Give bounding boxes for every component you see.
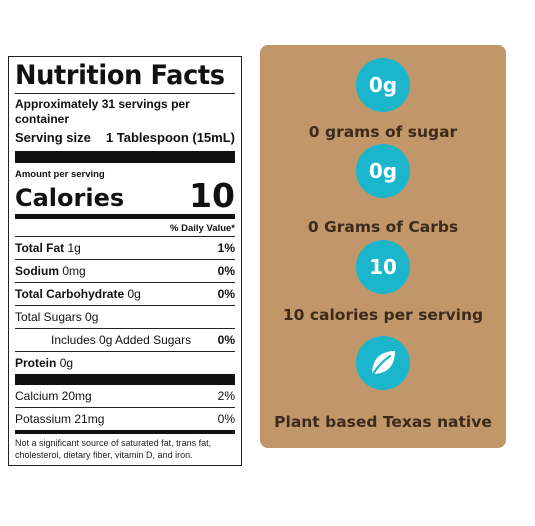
nutrient-row-added-sugars: Includes 0g Added Sugars 0%: [15, 328, 235, 351]
nutrient-name: Total Sugars 0g: [15, 310, 99, 324]
nutrient-row-sodium: Sodium 0mg 0%: [15, 259, 235, 282]
feature-text: Plant based Texas native: [274, 413, 492, 431]
nutrient-row-protein: Protein 0g: [15, 351, 235, 374]
nutrition-facts-label: Nutrition Facts Approximately 31 serving…: [8, 56, 242, 466]
feature-text: 10 calories per serving: [282, 306, 484, 324]
sugar-badge: 0g: [356, 58, 410, 112]
vitamin-name: Calcium 20mg: [15, 389, 92, 403]
calories-row: Calories 10: [15, 176, 235, 215]
feature-sugar: 0g 0 grams of sugar: [260, 58, 506, 142]
feature-plant-based: Plant based Texas native: [260, 336, 506, 432]
amount-per-serving-label: Amount per serving: [15, 169, 105, 180]
vitamin-percent: 0%: [217, 412, 235, 426]
nutrient-name: Sodium: [15, 264, 59, 278]
nutrient-row-total-fat: Total Fat 1g 1%: [15, 236, 235, 259]
daily-value-header: % Daily Value*: [170, 223, 235, 234]
footnote: Not a significant source of saturated fa…: [15, 430, 235, 461]
vitamin-row-potassium: Potassium 21mg 0%: [15, 407, 235, 430]
heavy-divider: [15, 374, 235, 385]
calories-badge: 10: [356, 240, 410, 294]
serving-size-row: Serving size 1 Tablespoon (15mL): [15, 129, 235, 147]
thick-divider: [15, 151, 235, 163]
servings-per-container: Approximately 31 servings per container: [15, 97, 190, 126]
nutrient-amount: 0g: [59, 356, 74, 370]
nutrient-amount: 0mg: [62, 264, 86, 278]
nutrient-amount: 0g: [127, 287, 141, 301]
medium-divider: [15, 214, 235, 219]
nutrition-facts-title: Nutrition Facts: [15, 60, 225, 91]
carbs-badge: 0g: [356, 144, 410, 198]
nutrient-percent: 0%: [217, 333, 235, 347]
nutrient-percent: 0%: [217, 287, 235, 301]
vitamin-row-calcium: Calcium 20mg 2%: [15, 385, 235, 407]
divider: [15, 93, 235, 94]
nutrient-amount: 1g: [67, 241, 81, 255]
feature-calories: 10 10 calories per serving: [260, 240, 506, 325]
nutrient-percent: 1%: [217, 241, 235, 255]
calories-label: Calories: [15, 184, 125, 212]
feature-text: 0 grams of sugar: [308, 123, 458, 141]
serving-size-label: Serving size: [15, 130, 91, 145]
feature-carbs: 0g 0 Grams of Carbs: [260, 144, 506, 237]
leaf-icon: [356, 336, 410, 390]
nutrient-percent: 0%: [217, 264, 235, 278]
nutrient-name: Protein: [15, 356, 57, 370]
nutrient-row-total-carbohydrate: Total Carbohydrate 0g 0%: [15, 282, 235, 305]
features-panel: 0g 0 grams of sugar 0g 0 Grams of Carbs …: [260, 45, 506, 448]
serving-size-value: 1 Tablespoon (15mL): [105, 130, 235, 145]
vitamin-percent: 2%: [217, 389, 235, 403]
nutrient-name: Total Fat: [15, 241, 65, 255]
nutrient-name: Total Carbohydrate: [15, 287, 125, 301]
leaf-icon-graphic: [371, 351, 395, 376]
nutrient-name: Includes 0g Added Sugars: [51, 333, 192, 347]
nutrient-row-total-sugars: Total Sugars 0g: [15, 305, 235, 328]
vitamin-name: Potassium 21mg: [15, 412, 105, 426]
feature-text: 0 Grams of Carbs: [307, 218, 459, 236]
calories-value: 10: [189, 176, 235, 215]
